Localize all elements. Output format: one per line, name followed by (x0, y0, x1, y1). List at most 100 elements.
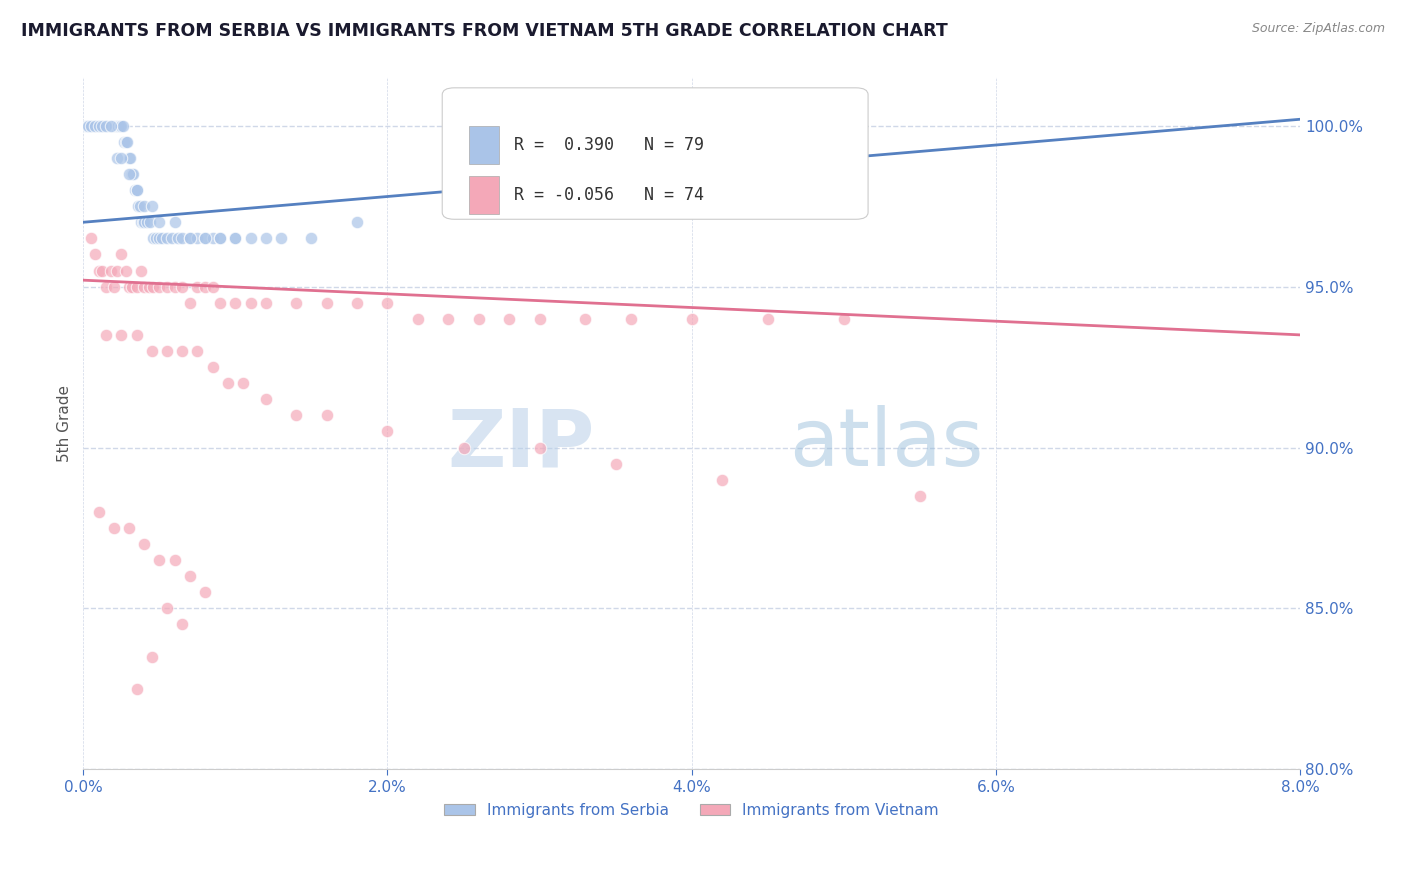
Point (136, 215, 159, 229)
Point (186, 231, 208, 245)
Point (201, 231, 224, 245)
Point (172, 231, 194, 245)
Point (90, 119, 112, 133)
Point (134, 537, 156, 551)
Point (209, 295, 232, 310)
Point (498, 311, 520, 326)
Point (118, 167, 141, 181)
Point (156, 279, 179, 293)
Point (620, 311, 643, 326)
Point (117, 135, 139, 149)
Point (86, 119, 108, 133)
Point (346, 215, 368, 229)
Point (156, 231, 179, 245)
Point (75, 119, 97, 133)
Point (84, 247, 107, 261)
Point (163, 279, 186, 293)
Point (90, 119, 112, 133)
Point (87, 263, 110, 277)
Point (139, 215, 162, 229)
Point (141, 343, 163, 358)
Point (110, 327, 132, 342)
Point (89, 119, 111, 133)
Point (91, 119, 114, 133)
Point (209, 231, 232, 245)
Point (605, 457, 627, 471)
Point (201, 279, 224, 293)
Point (285, 295, 308, 310)
Point (148, 231, 170, 245)
Text: R =  0.390   N = 79: R = 0.390 N = 79 (515, 136, 704, 153)
Point (118, 151, 141, 165)
Point (224, 231, 246, 245)
Point (76, 119, 98, 133)
Point (80, 119, 103, 133)
Point (186, 343, 208, 358)
Point (239, 231, 262, 245)
Point (115, 135, 138, 149)
Point (107, 119, 129, 133)
Point (315, 295, 337, 310)
Point (93, 119, 115, 133)
Point (87, 505, 110, 519)
Point (179, 231, 201, 245)
Point (111, 119, 134, 133)
Point (129, 263, 152, 277)
Point (681, 311, 703, 326)
Point (138, 279, 160, 293)
Point (453, 441, 475, 455)
FancyBboxPatch shape (470, 176, 499, 214)
Point (100, 263, 122, 277)
Point (270, 231, 292, 245)
FancyBboxPatch shape (443, 87, 868, 219)
Point (101, 119, 124, 133)
Point (121, 279, 143, 293)
Point (172, 343, 194, 358)
Point (76, 119, 98, 133)
Point (148, 215, 170, 229)
Point (115, 263, 138, 277)
Point (529, 441, 551, 455)
Point (124, 183, 146, 197)
Point (156, 601, 179, 615)
Point (194, 279, 217, 293)
Point (232, 376, 254, 391)
Point (179, 295, 201, 310)
Point (134, 279, 156, 293)
Point (125, 327, 148, 342)
Point (160, 231, 183, 245)
Point (105, 263, 128, 277)
Point (80, 119, 103, 133)
Point (104, 119, 127, 133)
Point (110, 119, 132, 133)
Point (377, 295, 399, 310)
Point (84, 119, 107, 133)
Point (529, 311, 551, 326)
Point (105, 151, 128, 165)
Point (125, 279, 148, 293)
Point (163, 553, 186, 567)
Point (285, 409, 308, 423)
Point (120, 151, 142, 165)
Point (97, 119, 120, 133)
Point (832, 311, 855, 326)
Point (94, 119, 117, 133)
Point (118, 279, 141, 293)
Point (186, 279, 208, 293)
Point (129, 215, 152, 229)
Point (437, 311, 460, 326)
Text: ZIP: ZIP (447, 405, 595, 483)
Point (172, 617, 194, 632)
Point (94, 327, 117, 342)
Point (110, 151, 132, 165)
Point (254, 231, 277, 245)
Point (148, 553, 170, 567)
FancyBboxPatch shape (470, 126, 499, 163)
Point (84, 119, 107, 133)
Point (112, 135, 135, 149)
Point (100, 119, 122, 133)
Point (127, 199, 149, 213)
Point (179, 231, 201, 245)
Point (209, 231, 232, 245)
Point (908, 489, 931, 503)
